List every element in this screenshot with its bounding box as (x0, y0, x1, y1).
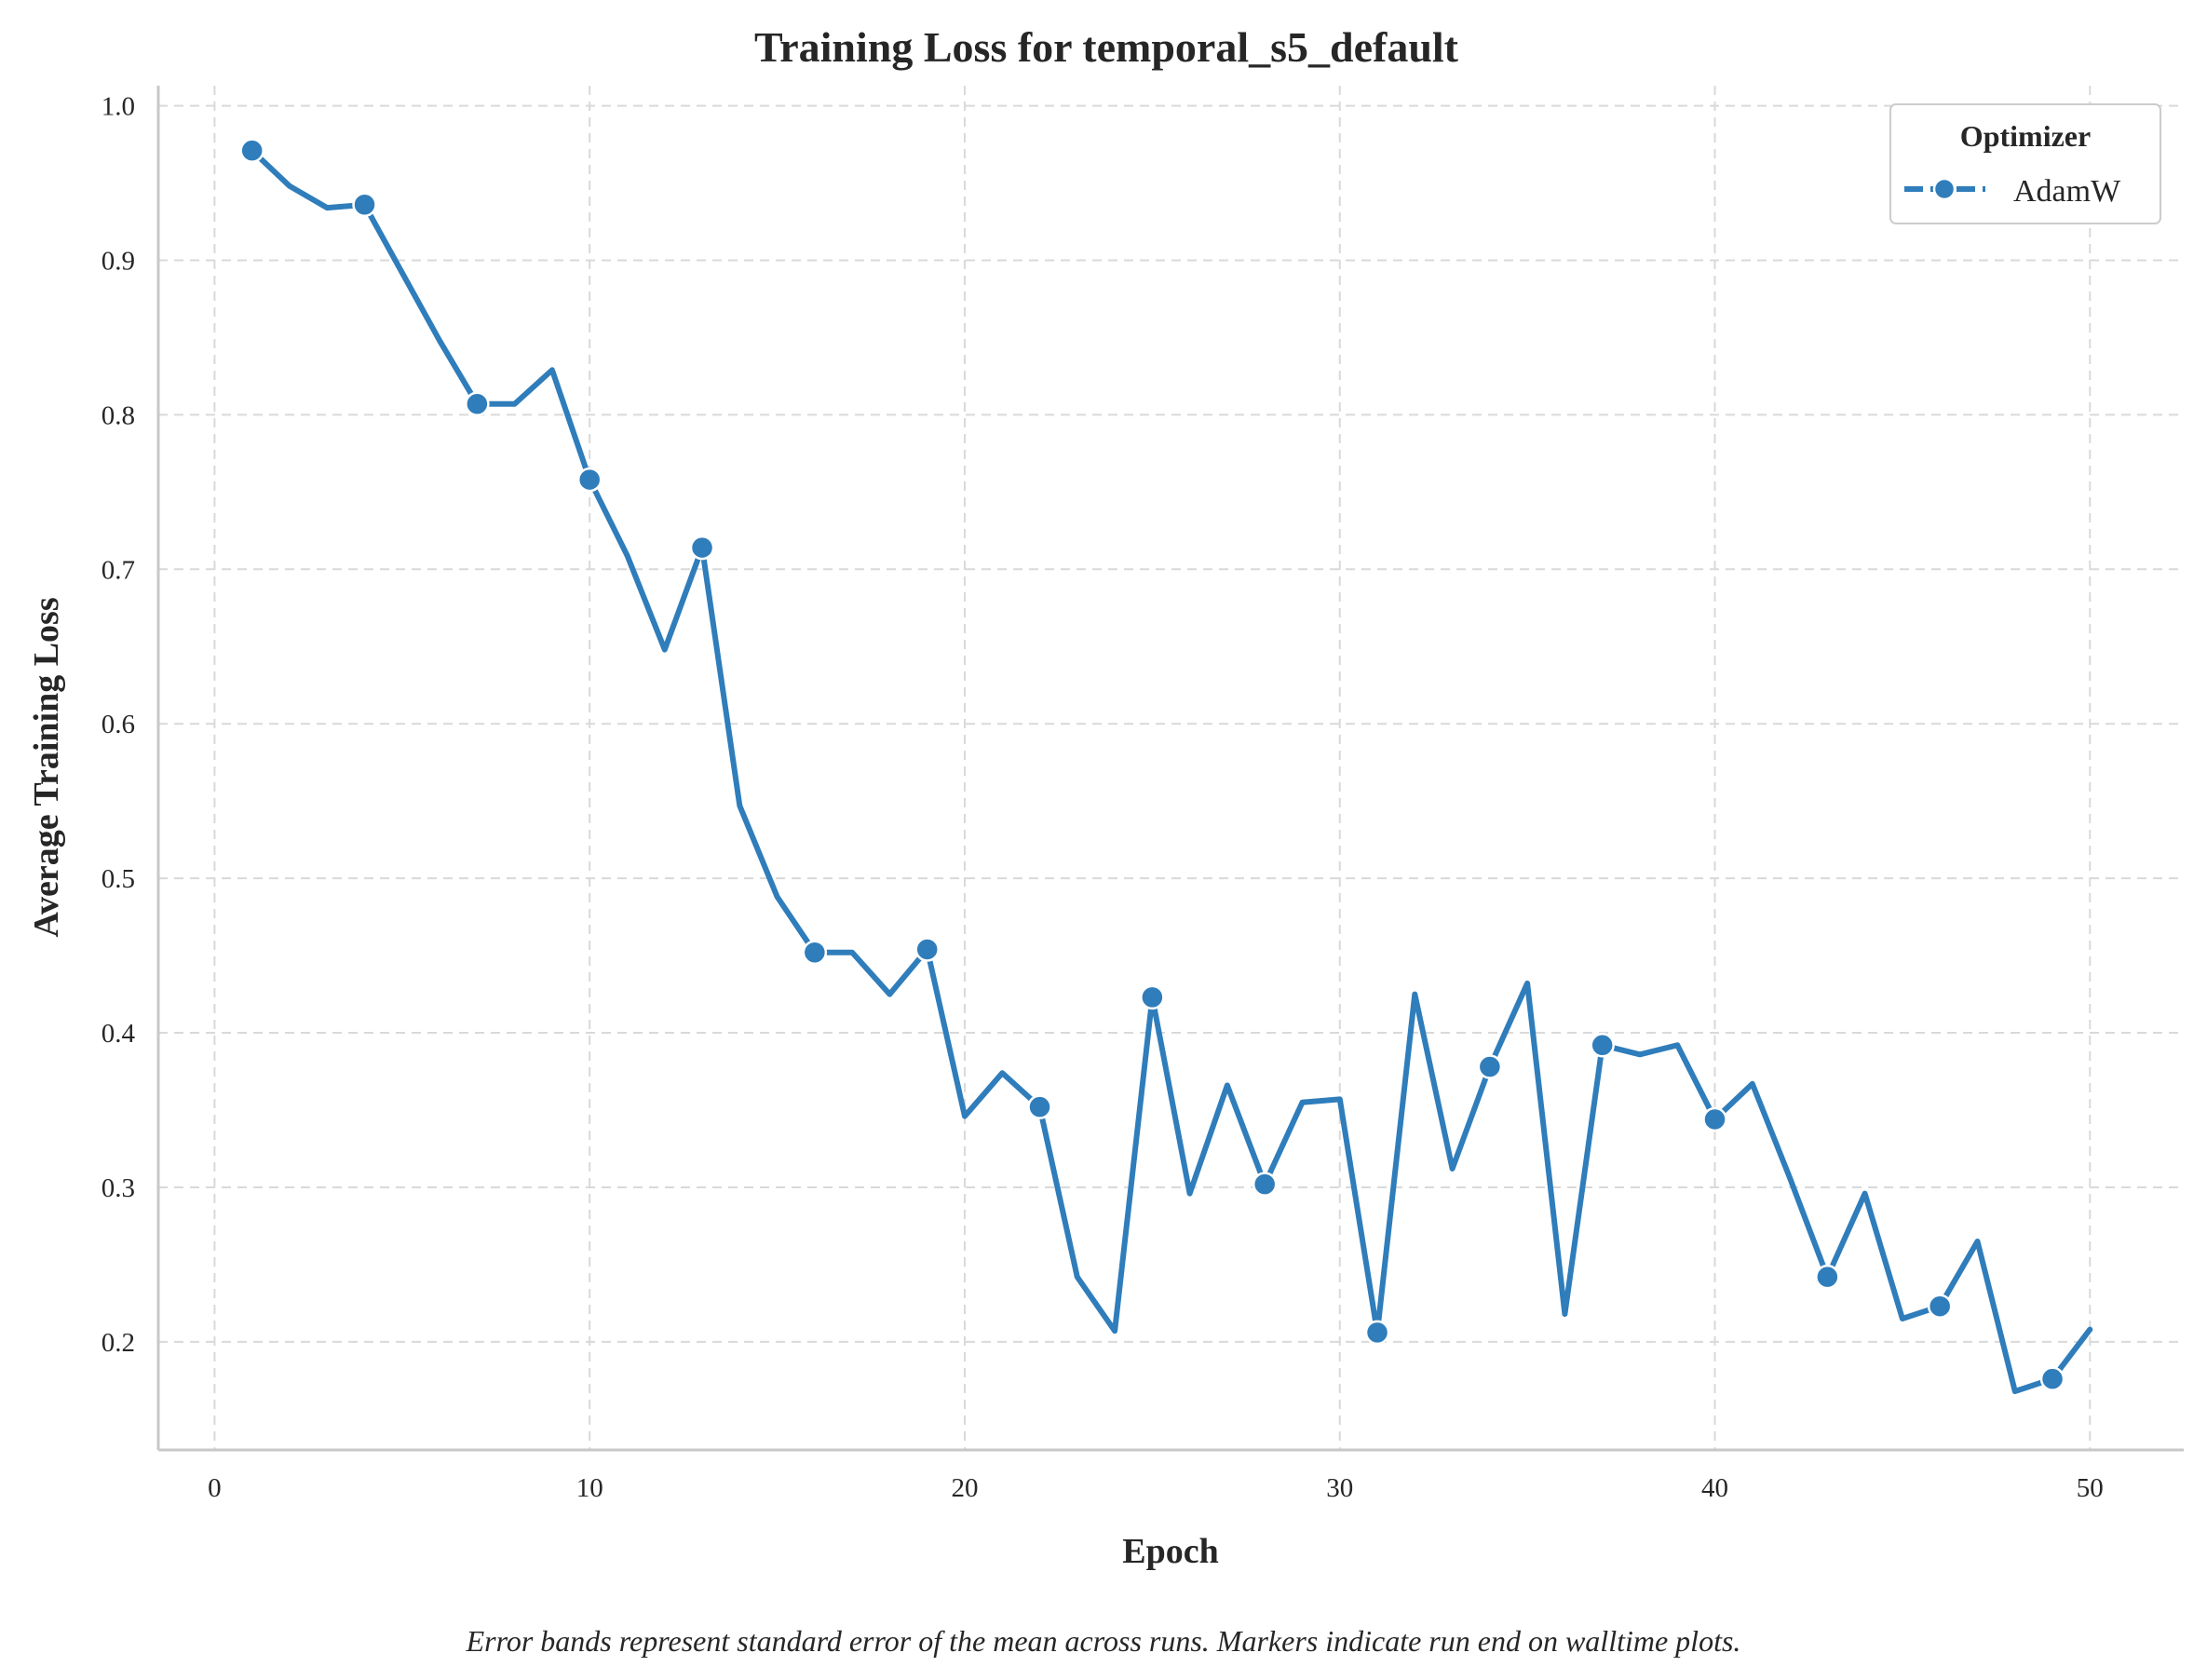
data-point (802, 940, 828, 966)
data-point (1702, 1106, 1727, 1132)
series-line-adamw (249, 147, 2093, 1394)
legend-title: Optimizer (1960, 119, 2091, 153)
x-tick-label: 20 (951, 1473, 978, 1503)
legend-label-adamw: AdamW (2013, 174, 2121, 209)
y-tick-label: 0.8 (102, 400, 135, 430)
grid-lines (158, 86, 2184, 1450)
data-point (1027, 1094, 1052, 1119)
y-tick-label: 0.9 (102, 246, 135, 276)
y-tick-label: 0.4 (102, 1019, 136, 1049)
y-tick-label: 0.6 (102, 710, 135, 739)
data-point (352, 192, 377, 218)
x-tick-label: 50 (2077, 1473, 2104, 1503)
data-point (689, 535, 715, 561)
y-tick-labels: 0.2 0.3 0.4 0.5 0.6 0.7 0.8 0.9 1.0 (102, 92, 136, 1358)
data-point (465, 391, 490, 417)
x-tick-label: 0 (208, 1473, 222, 1503)
legend: Optimizer AdamW (1889, 103, 2161, 224)
data-point (1927, 1294, 1953, 1319)
y-tick-label: 1.0 (102, 92, 135, 122)
x-tick-label: 30 (1326, 1473, 1353, 1503)
data-point (1477, 1054, 1503, 1079)
series-layer (239, 138, 2093, 1394)
data-point (914, 937, 940, 962)
data-point (2039, 1366, 2065, 1391)
data-point (576, 467, 603, 493)
y-tick-label: 0.5 (102, 864, 135, 894)
data-point (1140, 984, 1165, 1010)
data-point (1590, 1033, 1615, 1058)
x-axis-label: Epoch (1122, 1532, 1218, 1571)
x-tick-label: 40 (1701, 1473, 1728, 1503)
legend-marker-adamw (1932, 177, 1957, 201)
y-axis-label: Average Training Loss (27, 597, 66, 937)
data-point (239, 138, 264, 163)
y-tick-label: 0.3 (102, 1173, 135, 1203)
x-tick-label: 10 (576, 1473, 603, 1503)
x-tick-labels: 0 10 20 30 40 50 (208, 1473, 2104, 1503)
footnote: Error bands represent standard error of … (466, 1624, 1741, 1658)
legend-frame (1889, 103, 2161, 224)
chart-title: Training Loss for temporal_s5_default (754, 23, 1459, 71)
data-point (1252, 1172, 1278, 1197)
data-point (1815, 1264, 1840, 1290)
y-tick-label: 0.7 (102, 555, 135, 585)
y-tick-label: 0.2 (102, 1328, 135, 1358)
data-point (1364, 1320, 1390, 1346)
